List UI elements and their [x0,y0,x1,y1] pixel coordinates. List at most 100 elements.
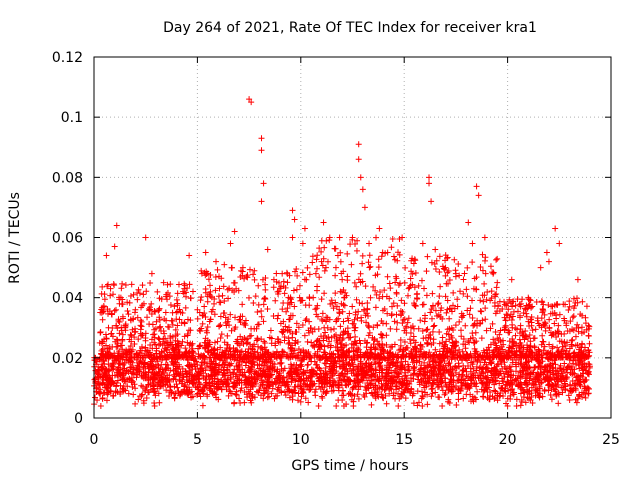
data-point [515,344,522,351]
data-point [388,358,395,365]
data-point [133,351,140,358]
data-point [539,338,546,345]
data-point [260,301,267,308]
data-point [118,327,125,334]
data-point [120,382,127,389]
data-point [490,351,497,358]
data-point [217,322,224,329]
data-point [108,330,115,337]
data-point [579,352,586,359]
data-point [207,354,214,361]
data-point [439,339,446,346]
data-point [484,289,491,296]
data-point [527,338,534,345]
data-point [351,392,358,399]
data-point [279,306,286,313]
data-point [207,292,214,299]
data-point [453,401,460,408]
data-point [481,257,488,264]
data-point [481,234,488,241]
data-point [526,395,533,402]
data-point [495,303,502,310]
data-point [471,345,478,352]
data-point [371,337,378,344]
data-point [209,306,216,313]
data-point [127,316,134,323]
data-point [215,354,222,361]
data-point [146,304,153,311]
data-point [302,317,309,324]
data-point [291,347,298,354]
data-point [181,383,188,390]
data-point [547,310,554,317]
data-point [197,365,204,372]
data-point [464,381,471,388]
data-point [262,371,269,378]
data-point [575,373,582,380]
data-point [555,391,562,398]
data-point [199,402,206,409]
data-point [431,260,438,267]
data-point [321,384,328,391]
data-point [337,288,344,295]
data-point [173,381,180,388]
data-point [194,306,201,313]
data-point [418,362,425,369]
data-point [350,402,357,409]
data-point [419,301,426,308]
data-point [298,393,305,400]
data-point [312,350,319,357]
data-point [264,381,271,388]
data-point [137,354,144,361]
data-point [530,369,537,376]
data-point [224,332,231,339]
data-point [157,323,164,330]
data-point [377,289,384,296]
data-point [486,354,493,361]
data-point [270,284,277,291]
data-point [128,377,135,384]
data-point [528,384,535,391]
data-point [109,362,116,369]
data-point [198,267,205,274]
data-point [571,302,578,309]
data-point [558,338,565,345]
data-point [393,359,400,366]
data-point [275,384,282,391]
data-point [429,385,436,392]
data-point [389,303,396,310]
data-point [536,360,543,367]
data-point [289,312,296,319]
data-point [232,314,239,321]
data-point [318,393,325,400]
data-point [270,351,277,358]
data-point [230,279,237,286]
data-point [355,156,362,163]
data-point [274,392,281,399]
data-point [179,338,186,345]
data-point [312,392,319,399]
data-point [244,272,251,279]
data-point [501,314,508,321]
data-point [365,322,372,329]
data-point [389,235,396,242]
data-point [475,192,482,199]
data-point [266,367,273,374]
data-point [425,363,432,370]
data-point [185,384,192,391]
data-point [571,349,578,356]
data-point [246,333,253,340]
data-point [279,329,286,336]
data-point [208,372,215,379]
data-point [215,396,222,403]
data-point [330,305,337,312]
data-point [406,366,413,373]
data-point [395,249,402,256]
data-point [367,263,374,270]
data-point [520,346,527,353]
data-point [226,322,233,329]
data-point [197,393,204,400]
data-point [509,303,516,310]
data-point [504,300,511,307]
data-point [318,296,325,303]
